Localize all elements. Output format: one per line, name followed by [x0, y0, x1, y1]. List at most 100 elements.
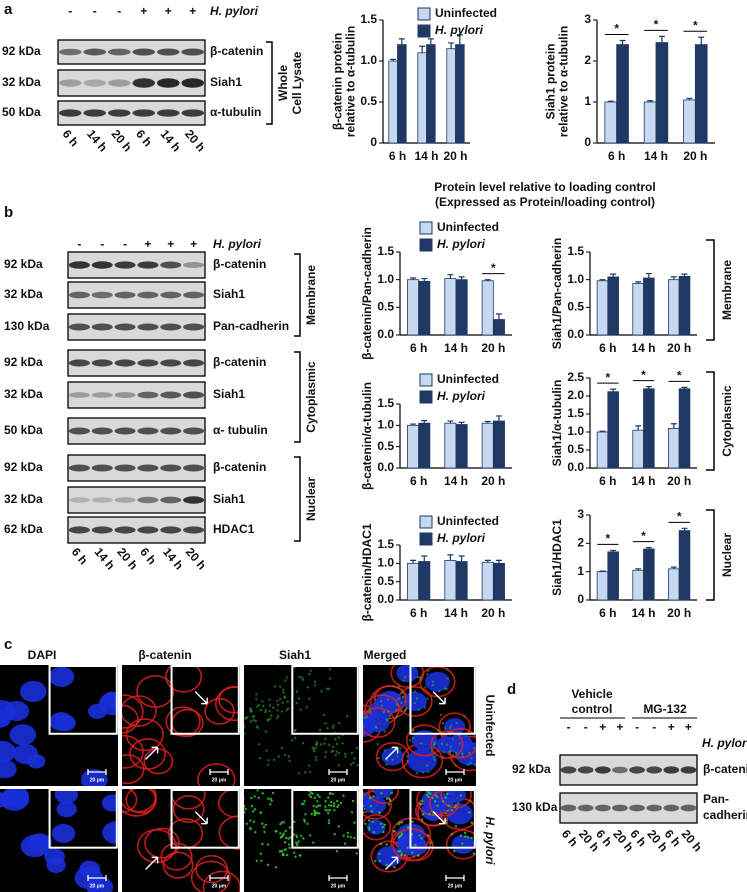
- speckle: [261, 792, 264, 795]
- band: [594, 766, 611, 774]
- lane-sign: -: [68, 4, 72, 18]
- lane-label: 6 h: [69, 545, 91, 567]
- band: [183, 291, 205, 299]
- y-tick-label: 0.0: [567, 460, 584, 474]
- speckle: [433, 740, 436, 744]
- speckle: [450, 809, 454, 812]
- speckle: [315, 805, 318, 809]
- error-bar: [645, 272, 652, 279]
- error-bar: [495, 415, 502, 422]
- speckle: [292, 851, 296, 854]
- bar: [596, 280, 609, 336]
- speckle: [327, 821, 331, 825]
- speckle: [295, 836, 299, 839]
- y-tick-label: 0.0: [377, 592, 394, 606]
- mw-label: 50 kDa: [4, 423, 43, 437]
- significance-mark: *: [605, 370, 610, 384]
- speckle: [313, 796, 317, 800]
- speckle: [436, 729, 440, 732]
- nucleus: [396, 665, 419, 683]
- inset: [48, 665, 118, 735]
- speckle: [297, 697, 301, 700]
- protein-label: α-tubulin: [210, 105, 261, 119]
- speckle: [336, 805, 339, 809]
- mw-label: 92 kDa: [4, 460, 43, 474]
- speckle: [268, 717, 272, 721]
- speckle: [453, 850, 456, 853]
- speckle: [320, 690, 323, 693]
- speckle: [313, 684, 317, 687]
- nucleus: [9, 724, 37, 746]
- speckle: [399, 710, 402, 713]
- error-bar: [484, 420, 491, 424]
- speckle: [418, 802, 422, 805]
- arrow: [385, 691, 446, 760]
- speckle: [318, 812, 321, 815]
- fraction-label: Nuclear: [304, 477, 318, 521]
- micrograph: 20 μm: [0, 665, 118, 786]
- band: [663, 804, 680, 812]
- speckle: [312, 804, 315, 808]
- speckle: [244, 732, 246, 735]
- error-bar: [398, 38, 405, 45]
- speckle: [352, 761, 355, 764]
- blot-strip: [57, 100, 206, 126]
- speckle: [313, 813, 317, 817]
- speckle: [479, 748, 481, 750]
- blot-strip: [67, 486, 206, 514]
- speckle: [417, 708, 420, 711]
- speckle: [249, 707, 253, 710]
- protein-label: cadherin: [703, 808, 747, 822]
- speckle: [426, 697, 429, 700]
- speckle: [377, 756, 380, 760]
- band: [83, 48, 107, 56]
- band: [58, 79, 82, 87]
- speckle: [379, 842, 383, 846]
- speckle: [327, 819, 331, 822]
- y-tick-label: 1.5: [377, 537, 394, 551]
- speckle: [260, 859, 263, 862]
- speckle: [441, 755, 445, 759]
- speckle: [333, 832, 336, 836]
- speckle: [449, 724, 453, 727]
- band: [160, 496, 182, 504]
- error-bar: [681, 273, 688, 277]
- speckle: [259, 811, 263, 814]
- speckle: [314, 756, 318, 759]
- speckle: [253, 808, 257, 811]
- membrane-stain: [160, 842, 193, 871]
- speckle: [342, 834, 345, 837]
- y-axis-label: β-catenin/α-tubulin: [360, 382, 374, 490]
- y-axis-label: Siah1 protein: [544, 43, 558, 119]
- speckle: [328, 743, 331, 747]
- micrograph: 20 μm: [363, 789, 476, 892]
- legend-swatch: [419, 390, 433, 404]
- speckle: [250, 796, 253, 800]
- bar: [678, 275, 691, 336]
- band: [114, 323, 136, 331]
- speckle: [390, 791, 393, 795]
- lane-sign: +: [599, 720, 606, 734]
- speckle: [351, 799, 355, 803]
- mw-label: 50 kDa: [2, 105, 41, 119]
- bar: [678, 530, 691, 601]
- speckle: [343, 842, 347, 845]
- speckle: [250, 805, 254, 808]
- error-bar: [484, 559, 491, 563]
- micrograph: 20 μm: [122, 665, 240, 786]
- speckle: [279, 832, 282, 835]
- scale-bar-label: 20 μm: [212, 883, 227, 889]
- blot-strip: [67, 516, 206, 544]
- bracket: [706, 371, 715, 471]
- speckle: [345, 715, 349, 718]
- speckle: [344, 755, 347, 758]
- lane-label: 6 h: [133, 127, 155, 149]
- error-bar: [681, 386, 688, 389]
- speckle: [330, 750, 333, 754]
- mw-label: 32 kDa: [4, 287, 43, 301]
- speckle: [244, 717, 245, 720]
- y-tick-label: 1.0: [377, 418, 394, 432]
- y-axis-label: β-catenin/HDAC1: [360, 523, 374, 621]
- speckle: [244, 805, 245, 807]
- nucleus: [79, 860, 101, 878]
